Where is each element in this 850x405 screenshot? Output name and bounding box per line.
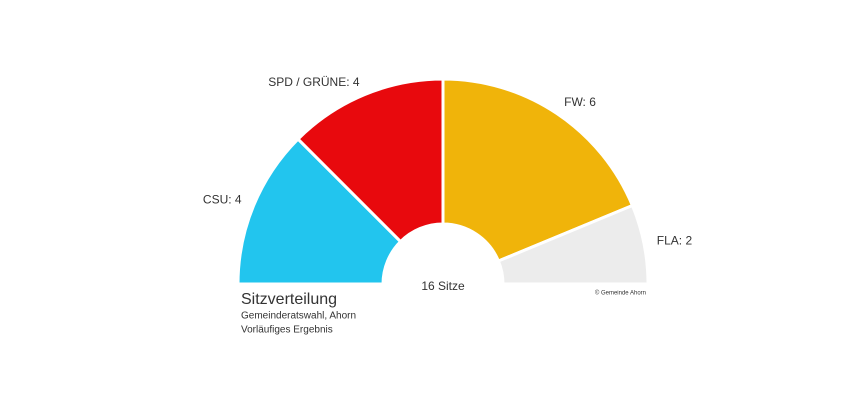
value-label: FLA: 2 [657,234,693,248]
slice [236,136,403,286]
slice [496,203,650,286]
chart-subtitle: Vorläufiges Ergebnis [241,325,333,336]
slice [295,77,445,244]
value-label: FW: 6 [564,95,596,109]
credit: © Gemeinde Ahorn [595,290,646,297]
value-label: SPD / GRÜNE: 4 [268,75,360,89]
center-label: 16 Sitze [421,279,465,293]
slice [441,77,635,263]
value-label: CSU: 4 [203,193,242,207]
chart-subtitle: Gemeinderatswahl, Ahorn [241,311,356,322]
chart-title: Sitzverteilung [241,291,337,308]
